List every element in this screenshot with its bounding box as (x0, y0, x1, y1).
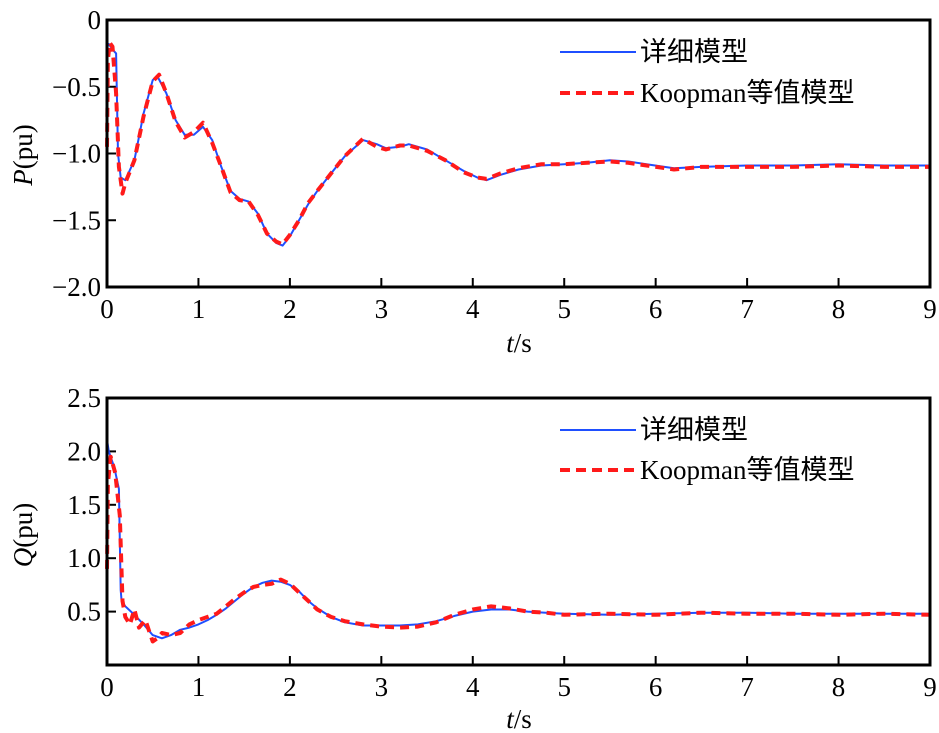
x-tick-label: 2 (283, 294, 297, 324)
y-tick-label: 2.5 (67, 383, 101, 413)
x-tick-label: 6 (649, 672, 663, 702)
y-tick-label: 0 (88, 5, 102, 35)
p-lines (105, 40, 930, 247)
koopman-model-line (105, 454, 931, 644)
y-tick-label: 1.5 (67, 490, 101, 520)
x-tick-label: 8 (832, 672, 846, 702)
x-tick-label: 6 (649, 294, 663, 324)
q-y-label-var: Q (8, 548, 38, 568)
p-plot: 0 1 2 3 4 5 6 7 8 9 0 −0.5 −1.0 −1.5 −2.0 详细模型 Koopman… (8, 5, 937, 358)
y-tick-label: −2.0 (52, 272, 101, 302)
legend-solid-label: 详细模型 (640, 37, 748, 67)
q-tick-labels: 0 1 2 3 4 5 6 7 8 9 2.5 2.0 1.5 1.0 0.5 (67, 383, 937, 702)
q-axis-ticks (106, 397, 931, 665)
p-plot-frame (105, 18, 932, 289)
p-x-label-var: t (506, 328, 515, 358)
x-tick-label: 4 (466, 294, 480, 324)
x-tick-label: 9 (923, 672, 937, 702)
legend-dashed-label: Koopman等值模型 (640, 455, 854, 485)
x-tick-label: 5 (557, 672, 571, 702)
x-tick-label: 7 (740, 294, 754, 324)
y-tick-label: −1.0 (52, 139, 101, 169)
p-axis-ticks (106, 19, 931, 288)
q-y-label-unit: (pu) (8, 503, 38, 548)
q-y-axis-label: Q(pu) (8, 503, 38, 567)
q-lines (105, 441, 931, 644)
x-tick-label: 4 (466, 672, 480, 702)
p-legend: 详细模型 Koopman等值模型 (560, 37, 854, 108)
legend-dashed-label: Koopman等值模型 (640, 78, 854, 108)
x-tick-label: 8 (832, 294, 846, 324)
q-plot: 0 1 2 3 4 5 6 7 8 9 2.5 2.0 1.5 1.0 0.5 详细模型 Koopman等值… (8, 383, 937, 733)
y-tick-label: 0.5 (67, 597, 101, 627)
p-tick-labels: 0 1 2 3 4 5 6 7 8 9 0 −0.5 −1.0 −1.5 −2.0 (52, 5, 937, 324)
p-y-axis-label: P(pu) (8, 124, 38, 186)
q-x-axis-label: t/s (506, 704, 532, 733)
p-y-label-unit: (pu) (8, 124, 38, 169)
x-tick-label: 5 (557, 294, 571, 324)
p-y-label-var: P (8, 169, 38, 187)
q-plot-frame (105, 396, 932, 667)
p-x-label-unit: /s (514, 328, 532, 358)
x-tick-label: 1 (192, 672, 206, 702)
q-x-label-unit: /s (514, 704, 532, 733)
x-tick-label: 2 (283, 672, 297, 702)
detailed-model-line (106, 43, 930, 247)
x-tick-label: 7 (740, 672, 754, 702)
q-x-label-var: t (506, 704, 515, 733)
x-tick-label: 0 (100, 672, 114, 702)
y-tick-label: −1.5 (52, 205, 101, 235)
x-tick-label: 0 (100, 294, 114, 324)
x-tick-label: 3 (375, 672, 389, 702)
x-tick-label: 3 (375, 294, 389, 324)
p-x-axis-label: t/s (506, 328, 532, 358)
koopman-model-line (105, 40, 930, 247)
y-tick-label: −0.5 (52, 72, 101, 102)
q-legend: 详细模型 Koopman等值模型 (560, 415, 854, 485)
x-tick-label: 1 (192, 294, 206, 324)
y-tick-label: 1.0 (67, 543, 101, 573)
y-tick-label: 2.0 (67, 436, 101, 466)
legend-solid-label: 详细模型 (640, 415, 748, 445)
x-tick-label: 9 (923, 294, 937, 324)
